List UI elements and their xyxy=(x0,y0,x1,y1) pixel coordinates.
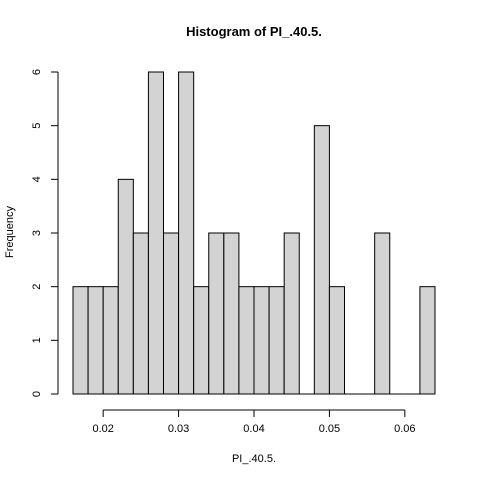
histogram-bar xyxy=(193,286,210,395)
y-tick-label: 2 xyxy=(31,284,43,290)
histogram-bar xyxy=(419,286,436,395)
y-tick-label: 1 xyxy=(31,337,43,343)
histogram-bar xyxy=(72,286,89,395)
x-tick-label: 0.03 xyxy=(168,423,189,435)
x-axis-label: PI_.40.5. xyxy=(232,453,276,465)
x-axis: 0.02 0.03 0.04 0.05 0.06 xyxy=(92,409,416,435)
histogram-bar xyxy=(374,232,391,395)
y-tick-label: 5 xyxy=(31,123,43,129)
y-tick-label: 3 xyxy=(31,230,43,236)
chart-title: Histogram of PI_.40.5. xyxy=(186,24,322,39)
y-tick-label: 6 xyxy=(31,69,43,75)
histogram-bar xyxy=(313,125,330,395)
histogram-bar xyxy=(87,286,104,395)
y-axis: 0 1 2 3 4 5 6 xyxy=(31,69,59,397)
histogram-bar xyxy=(163,232,180,395)
histogram-bar xyxy=(268,286,285,395)
histogram-bar xyxy=(147,71,165,395)
y-tick-label: 0 xyxy=(31,391,43,397)
histogram-bar xyxy=(178,71,195,395)
histogram-bar xyxy=(117,178,134,395)
histogram-bar xyxy=(208,232,225,395)
x-tick-label: 0.05 xyxy=(319,423,340,435)
histogram-bar xyxy=(253,286,270,395)
histogram-bar xyxy=(223,232,240,395)
x-tick-label: 0.06 xyxy=(394,423,415,435)
histogram-bar xyxy=(283,232,300,395)
histogram-bar xyxy=(132,232,149,395)
histogram-bar xyxy=(102,286,119,395)
y-axis-label: Frequency xyxy=(4,206,16,258)
x-tick-label: 0.02 xyxy=(92,423,113,435)
x-tick-label: 0.04 xyxy=(243,423,264,435)
y-tick-label: 4 xyxy=(31,176,43,182)
histogram-bar xyxy=(328,286,345,395)
bars-group xyxy=(72,71,436,395)
histogram-bar xyxy=(238,286,255,395)
